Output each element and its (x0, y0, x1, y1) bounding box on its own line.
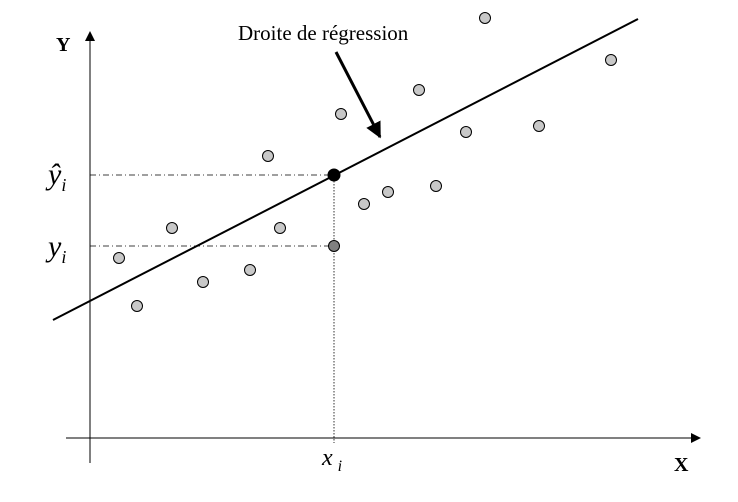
data-point (460, 126, 472, 138)
data-point (166, 222, 178, 234)
data-point (113, 252, 125, 264)
data-point (244, 264, 256, 276)
yhat-subscript: i (61, 175, 66, 195)
yi-subscript: i (61, 247, 66, 267)
x-axis-title: X (674, 454, 689, 476)
fitted-point (327, 168, 341, 182)
yhat-symbol: ŷ (45, 158, 62, 191)
data-point (274, 222, 286, 234)
data-point (533, 120, 545, 132)
data-point (335, 108, 347, 120)
data-point (262, 150, 274, 162)
data-point (358, 198, 370, 210)
data-point (131, 300, 143, 312)
yi-symbol: y (45, 230, 62, 263)
data-point (479, 12, 491, 24)
xi-symbol: x (321, 445, 333, 471)
data-point (413, 84, 425, 96)
y-axis-title: Y (56, 34, 71, 56)
data-point (382, 186, 394, 198)
yi-label: yi (45, 230, 66, 267)
observed-point (328, 240, 340, 252)
data-point (430, 180, 442, 192)
xi-subscript: i (338, 458, 342, 475)
yhat-label: ŷi (45, 158, 66, 195)
data-point (605, 54, 617, 66)
annotation-arrow (334, 51, 382, 139)
scatter-points (113, 12, 617, 312)
regression-annotation: Droite de régression (238, 21, 409, 45)
regression-line (52, 18, 639, 321)
data-point (197, 276, 209, 288)
